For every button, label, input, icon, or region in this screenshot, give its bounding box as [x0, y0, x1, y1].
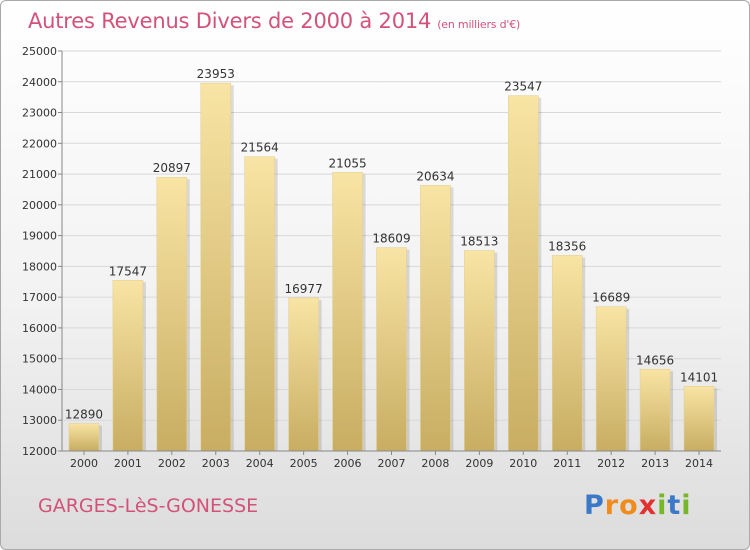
- x-tick-label: 2003: [202, 457, 230, 470]
- data-label: 18513: [460, 235, 498, 249]
- x-tick-label: 2010: [509, 457, 537, 470]
- x-tick-label: 2004: [246, 457, 274, 470]
- y-tick-label: 18000: [22, 260, 57, 273]
- x-tick-label: 2007: [378, 457, 406, 470]
- proxiti-logo: Proxiti: [584, 490, 692, 521]
- logo-letter: x: [638, 490, 658, 521]
- y-tick-label: 15000: [22, 353, 57, 366]
- data-label: 14656: [636, 353, 674, 367]
- data-label: 23953: [197, 67, 235, 81]
- y-tick-label: 22000: [22, 137, 57, 150]
- bar-2010: [507, 95, 539, 452]
- logo-letter: o: [619, 490, 639, 521]
- x-tick-label: 2013: [641, 457, 669, 470]
- data-label: 20897: [153, 161, 191, 175]
- data-label: 14101: [680, 370, 718, 384]
- bar-2014: [683, 386, 715, 452]
- logo-letter: i: [657, 490, 668, 521]
- x-tick-label: 2011: [553, 457, 581, 470]
- data-label: 16977: [285, 282, 323, 296]
- bar-2005: [288, 297, 319, 452]
- x-tick-label: 2008: [421, 457, 449, 470]
- y-tick-label: 24000: [22, 76, 57, 89]
- data-label: 12890: [65, 408, 103, 422]
- x-tick-label: 2012: [597, 457, 625, 470]
- x-tick-label: 2006: [334, 457, 362, 470]
- chart-unit: (en milliers d'€): [437, 18, 521, 31]
- y-tick-label: 25000: [22, 45, 57, 58]
- data-label: 18609: [372, 232, 410, 246]
- data-label: 23547: [504, 80, 542, 94]
- logo-letter: i: [681, 490, 692, 521]
- data-label: 21055: [328, 156, 366, 170]
- chart-title: Autres Revenus Divers de 2000 à 2014 (en …: [28, 9, 520, 33]
- bar-2000: [68, 423, 100, 452]
- logo-letter: t: [667, 490, 682, 521]
- x-tick-label: 2002: [158, 457, 186, 470]
- bar-2002: [156, 176, 188, 452]
- bar-2007: [376, 247, 407, 452]
- y-tick-label: 23000: [22, 107, 57, 120]
- y-tick-label: 20000: [22, 199, 57, 212]
- y-tick-label: 21000: [22, 168, 57, 181]
- bar-2001: [112, 280, 144, 452]
- data-label: 18356: [548, 239, 586, 253]
- y-tick-label: 12000: [22, 445, 57, 458]
- city-name: GARGES-LèS-GONESSE: [38, 495, 259, 517]
- logo-letter: P: [584, 490, 605, 521]
- data-label: 17547: [109, 264, 147, 278]
- x-tick-label: 2005: [290, 457, 318, 470]
- bar-2003: [200, 82, 232, 452]
- data-label: 16689: [592, 291, 630, 305]
- bar-2004: [244, 156, 275, 452]
- y-tick-label: 19000: [22, 230, 57, 243]
- data-label: 21564: [241, 141, 279, 155]
- bar-2008: [420, 185, 451, 452]
- x-tick-label: 2001: [114, 457, 142, 470]
- y-tick-label: 17000: [22, 291, 57, 304]
- bar-2006: [332, 172, 363, 452]
- y-tick-label: 13000: [22, 414, 57, 427]
- x-tick-label: 2014: [685, 457, 713, 470]
- y-tick-label: 16000: [22, 322, 57, 335]
- y-tick-label: 14000: [22, 383, 57, 396]
- data-label: 20634: [416, 169, 454, 183]
- chart-title-text: Autres Revenus Divers de 2000 à 2014: [28, 9, 432, 33]
- bar-2009: [464, 250, 495, 452]
- bar-2013: [639, 368, 671, 452]
- x-tick-label: 2009: [465, 457, 493, 470]
- logo-letter: r: [604, 490, 620, 521]
- bar-2012: [595, 306, 627, 452]
- bar-2011: [551, 255, 583, 452]
- x-tick-label: 2000: [70, 457, 98, 470]
